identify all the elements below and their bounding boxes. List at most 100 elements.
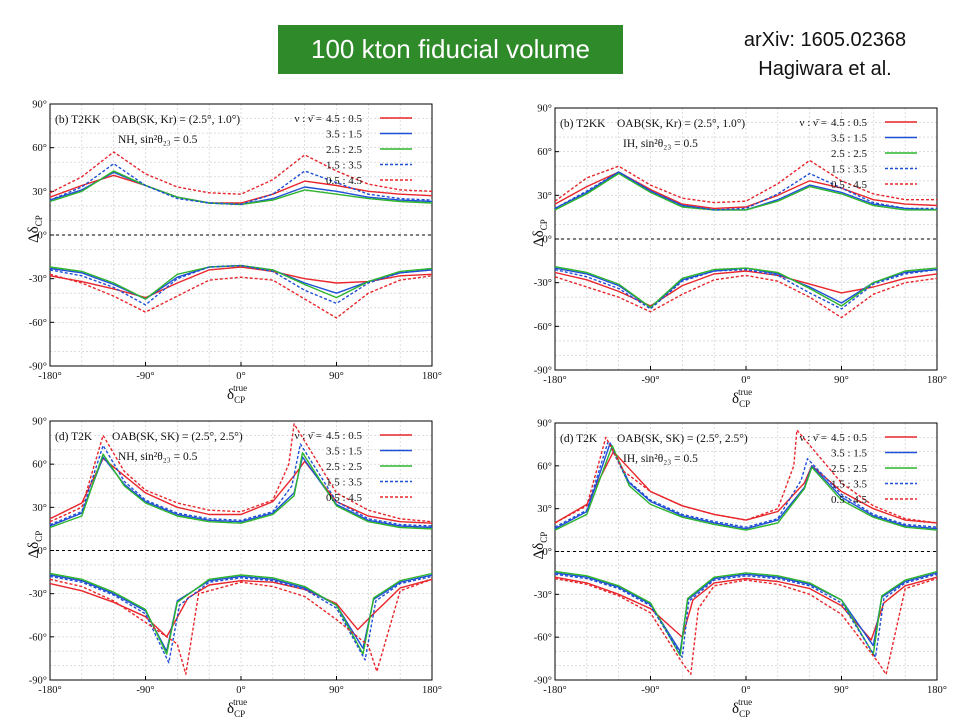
y-tick-label: -30° bbox=[29, 589, 47, 600]
x-tick-label: 0° bbox=[741, 685, 750, 696]
y-tick-label: 30° bbox=[32, 187, 47, 198]
chart-panel-nh-t2k: -180° -90° 0° 90° 180°90°60°30°0°-30°-60°-90… bbox=[26, 417, 442, 720]
x-tick-label: 0° bbox=[741, 375, 750, 386]
y-tick-label: -90° bbox=[29, 362, 47, 373]
panel-label: (b) T2KK bbox=[55, 114, 101, 126]
legend-label: 1.5 : 3.5 bbox=[326, 160, 363, 172]
x-tick-label: -90° bbox=[136, 685, 154, 696]
x-axis-label: δCPtrue bbox=[227, 697, 247, 719]
hierarchy-label: IH, sin²θ₂₃ = 0.5 bbox=[623, 453, 698, 465]
series-line-4-upper bbox=[554, 429, 938, 524]
page-title: 100 kton fiducial volume bbox=[278, 25, 623, 74]
legend-label: 4.5 : 0.5 bbox=[831, 117, 868, 129]
series-line-4-lower bbox=[554, 577, 938, 675]
legend-label: 2.5 : 2.5 bbox=[831, 463, 868, 475]
legend-label: 2.5 : 2.5 bbox=[831, 148, 868, 160]
chart-panel-nh-t2kk: -180° -90° 0° 90° 180°90°60°30°0°-30°-60°-90… bbox=[26, 100, 442, 406]
legend-label: 4.5 : 0.5 bbox=[326, 113, 363, 125]
y-tick-label: 30° bbox=[537, 504, 552, 515]
y-axis-label: ΔδCP bbox=[531, 532, 549, 560]
y-tick-label: -90° bbox=[534, 366, 552, 377]
x-tick-label: 180° bbox=[927, 375, 947, 386]
y-axis-label: ΔδCP bbox=[531, 219, 549, 247]
series-line-2-lower bbox=[554, 570, 938, 657]
x-axis-label: δCPtrue bbox=[227, 383, 247, 405]
legend-label: 0.5 : 4.5 bbox=[831, 179, 868, 191]
legend-label: 2.5 : 2.5 bbox=[326, 461, 363, 473]
series-line-1-upper bbox=[49, 456, 433, 529]
x-tick-label: -180° bbox=[38, 685, 61, 696]
legend-label: 3.5 : 1.5 bbox=[326, 129, 363, 141]
series-line-2-upper bbox=[554, 172, 937, 211]
legend-label: 3.5 : 1.5 bbox=[831, 448, 868, 460]
y-tick-label: 0° bbox=[543, 235, 552, 246]
hierarchy-label: NH, sin²θ₂₃ = 0.5 bbox=[118, 451, 198, 463]
y-tick-label: -30° bbox=[534, 590, 552, 601]
legend-label: 4.5 : 0.5 bbox=[831, 432, 868, 444]
y-axis-label: ΔδCP bbox=[26, 531, 44, 559]
y-tick-label: 0° bbox=[38, 546, 47, 557]
series-line-2-lower bbox=[554, 266, 938, 309]
legend-title: ν : ν̄ = bbox=[800, 117, 827, 129]
series-line-4-lower bbox=[49, 273, 433, 319]
y-tick-label: -60° bbox=[29, 318, 47, 329]
legend-label: 1.5 : 3.5 bbox=[326, 477, 363, 489]
series-line-4-lower bbox=[49, 578, 433, 675]
y-tick-label: 90° bbox=[32, 417, 47, 428]
panel-label: (b) T2KK bbox=[560, 118, 606, 130]
x-tick-label: -90° bbox=[136, 371, 154, 382]
series-line-3-upper bbox=[49, 443, 433, 527]
series-line-3-lower bbox=[49, 575, 433, 664]
legend-label: 0.5 : 4.5 bbox=[326, 492, 363, 504]
x-tick-label: 90° bbox=[834, 685, 849, 696]
y-tick-label: -30° bbox=[534, 278, 552, 289]
x-tick-label: 90° bbox=[834, 375, 849, 386]
hierarchy-label: NH, sin²θ₂₃ = 0.5 bbox=[118, 134, 198, 146]
series-line-3-upper bbox=[554, 171, 937, 211]
x-tick-label: 180° bbox=[422, 371, 442, 382]
x-tick-label: -90° bbox=[641, 375, 659, 386]
series-line-0-upper bbox=[49, 174, 433, 204]
y-tick-label: 60° bbox=[32, 460, 47, 471]
config-label: OAB(SK, SK) = (2.5°, 2.5°) bbox=[617, 433, 748, 445]
series-line-4-lower bbox=[554, 274, 938, 319]
series-line-3-lower bbox=[49, 264, 433, 306]
y-tick-label: -30° bbox=[29, 274, 47, 285]
series-line-0-lower bbox=[554, 270, 938, 307]
x-tick-label: 180° bbox=[927, 685, 947, 696]
x-tick-label: -180° bbox=[543, 685, 566, 696]
x-tick-label: -90° bbox=[641, 685, 659, 696]
y-tick-label: -60° bbox=[534, 633, 552, 644]
y-tick-label: -60° bbox=[29, 632, 47, 643]
config-label: OAB(SK, Kr) = (2.5°, 1.0°) bbox=[112, 114, 240, 126]
y-tick-label: -90° bbox=[534, 676, 552, 687]
chart-panel-ih-t2k: -180° -90° 0° 90° 180°90°60°30°0°-30°-60°-90… bbox=[531, 419, 947, 720]
y-tick-label: 90° bbox=[32, 100, 47, 111]
x-tick-label: -180° bbox=[38, 371, 61, 382]
y-tick-label: 60° bbox=[537, 147, 552, 158]
x-tick-label: -180° bbox=[543, 375, 566, 386]
y-tick-label: -60° bbox=[534, 322, 552, 333]
config-label: OAB(SK, SK) = (2.5°, 2.5°) bbox=[112, 431, 243, 443]
legend-label: 0.5 : 4.5 bbox=[831, 494, 868, 506]
x-tick-label: 90° bbox=[329, 685, 344, 696]
x-axis-label: δCPtrue bbox=[732, 387, 752, 409]
legend-label: 3.5 : 1.5 bbox=[831, 133, 868, 145]
y-tick-label: 90° bbox=[537, 419, 552, 430]
x-tick-label: 180° bbox=[422, 685, 442, 696]
series-line-3-upper bbox=[49, 162, 433, 206]
y-tick-label: 60° bbox=[32, 143, 47, 154]
y-tick-label: 60° bbox=[537, 461, 552, 472]
series-line-2-upper bbox=[49, 452, 433, 530]
series-line-3-lower bbox=[554, 573, 938, 658]
series-line-2-lower bbox=[49, 264, 433, 300]
series-line-2-lower bbox=[49, 572, 433, 655]
legend-title: ν : ν̄ = bbox=[295, 113, 322, 125]
x-tick-label: 90° bbox=[329, 371, 344, 382]
y-tick-label: 0° bbox=[38, 231, 47, 242]
legend-label: 4.5 : 0.5 bbox=[326, 430, 363, 442]
legend-title: ν : ν̄ = bbox=[295, 430, 322, 442]
x-tick-label: 0° bbox=[236, 685, 245, 696]
series-line-3-lower bbox=[554, 268, 938, 310]
hierarchy-label: IH, sin²θ₂₃ = 0.5 bbox=[623, 138, 698, 150]
